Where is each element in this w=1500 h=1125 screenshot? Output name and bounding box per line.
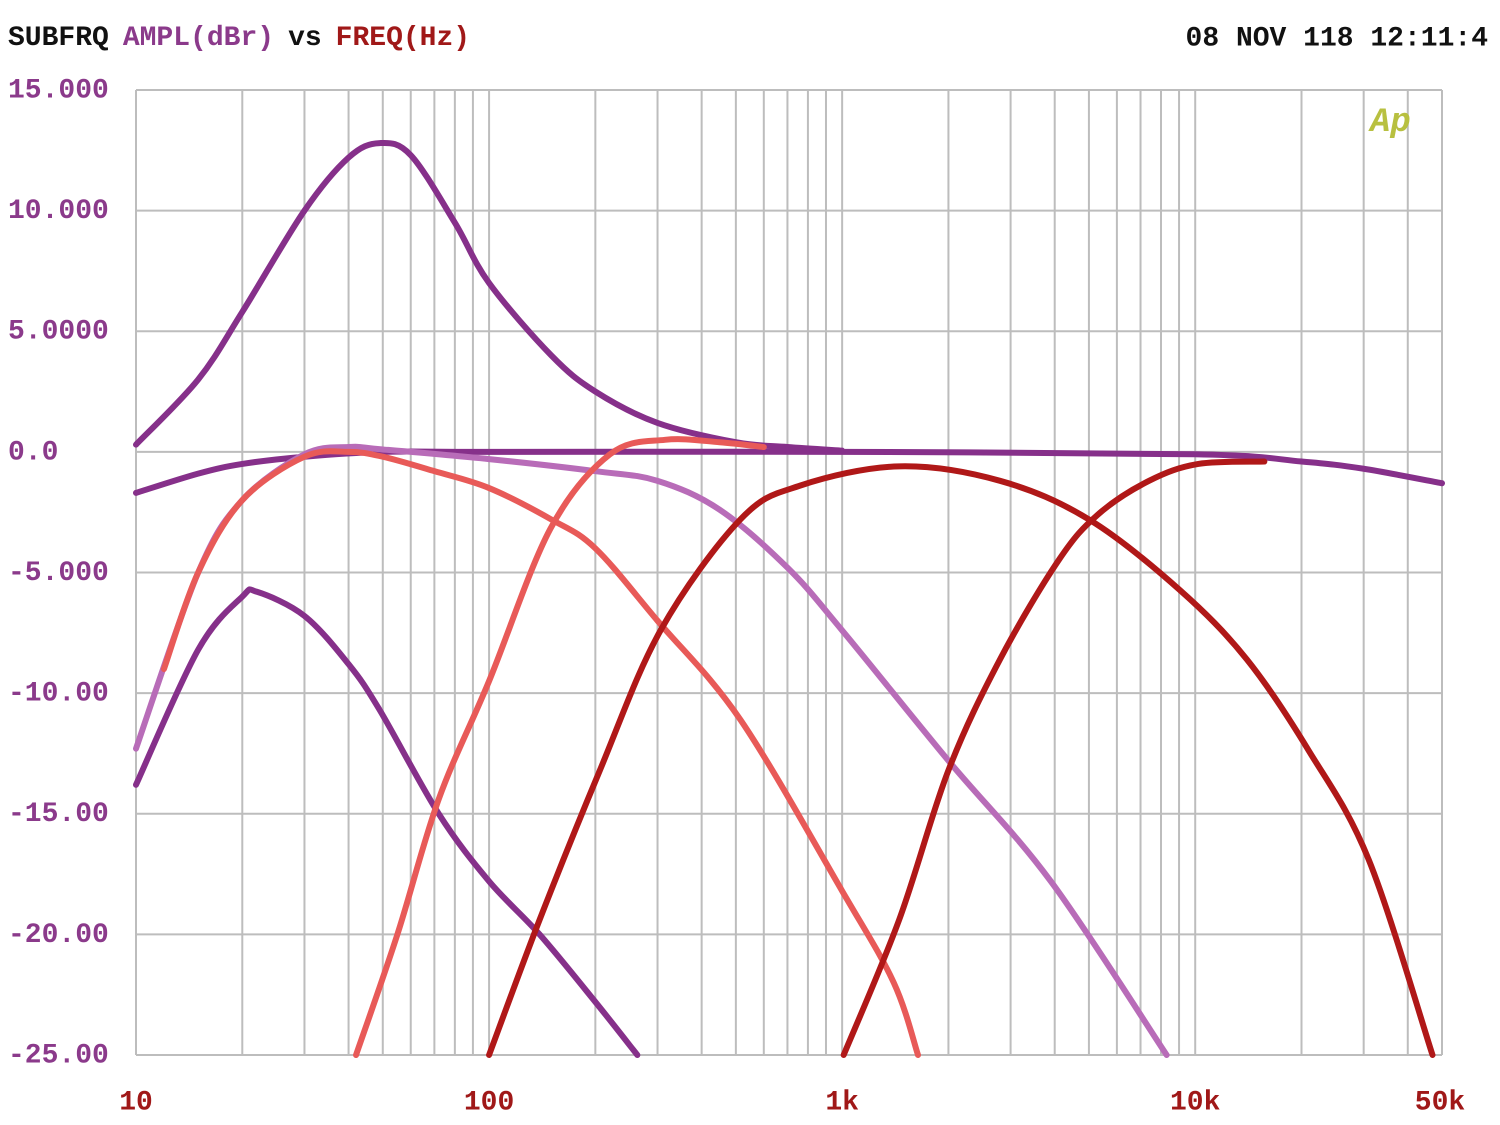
- y-tick-label: 10.000: [8, 196, 109, 227]
- y-tick-label: -15.00: [8, 799, 109, 830]
- x-tick-label: 1k: [825, 1087, 859, 1118]
- title-part: SUBFRQ: [8, 23, 109, 54]
- y-tick-label: 15.000: [8, 75, 109, 106]
- logo: Ap: [1368, 104, 1411, 142]
- series-line: [486, 463, 1436, 1058]
- series-line: [840, 458, 1268, 1058]
- y-tick-label: 5.0000: [8, 317, 109, 348]
- y-tick-label: -5.000: [8, 558, 109, 589]
- series-line: [160, 448, 921, 1058]
- x-tick-label: 10: [119, 1087, 153, 1118]
- title-part: FREQ(Hz): [336, 23, 470, 54]
- y-tick-label: -10.00: [8, 679, 109, 710]
- title-part: AMPL(dBr): [123, 23, 274, 54]
- timestamp: 08 NOV 118 12:11:4: [1186, 23, 1488, 54]
- x-tick-label: 100: [464, 1087, 514, 1118]
- y-tick-label: 0.0: [8, 437, 58, 468]
- series-line: [133, 586, 641, 1058]
- y-tick-label: -25.00: [8, 1040, 109, 1071]
- series-line: [353, 436, 767, 1058]
- series-line: [133, 448, 1445, 496]
- x-tick-label: 50k: [1415, 1087, 1466, 1118]
- chart-title: SUBFRQ AMPL(dBr) vs FREQ(Hz): [8, 23, 470, 54]
- series-line: [133, 139, 846, 454]
- y-tick-label: -20.00: [8, 920, 109, 951]
- x-tick-label: 10k: [1170, 1087, 1221, 1118]
- title-part: vs: [288, 23, 322, 54]
